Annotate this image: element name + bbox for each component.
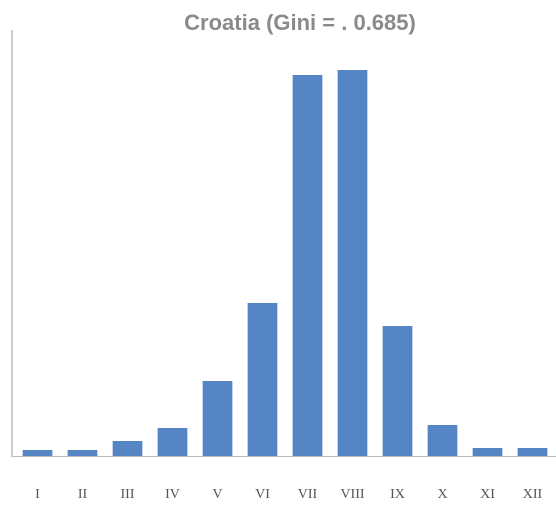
- bar: [157, 428, 188, 456]
- bar: [22, 450, 53, 456]
- x-tick-label: I: [35, 487, 40, 502]
- bar: [67, 450, 98, 456]
- x-tick-label: II: [78, 487, 88, 502]
- bar: [247, 303, 278, 456]
- x-tick-label: IX: [390, 487, 405, 502]
- x-tick-label: VII: [298, 487, 318, 502]
- bar: [517, 448, 548, 456]
- bar: [202, 381, 233, 456]
- x-tick-label: III: [121, 487, 135, 502]
- x-tick-label: VI: [255, 487, 270, 502]
- bar: [472, 448, 503, 456]
- bar: [382, 326, 413, 456]
- x-tick-label: XII: [523, 487, 543, 502]
- bar: [292, 75, 323, 456]
- bar: [427, 425, 458, 456]
- bar: [337, 70, 368, 456]
- x-tick-label: IV: [165, 487, 180, 502]
- x-tick-label: V: [212, 487, 222, 502]
- bar: [112, 441, 143, 456]
- x-tick-label: VIII: [340, 487, 364, 502]
- x-tick-label: X: [437, 487, 447, 502]
- chart-title: Croatia (Gini = . 0.685): [184, 10, 416, 35]
- x-tick-label: XI: [480, 487, 495, 502]
